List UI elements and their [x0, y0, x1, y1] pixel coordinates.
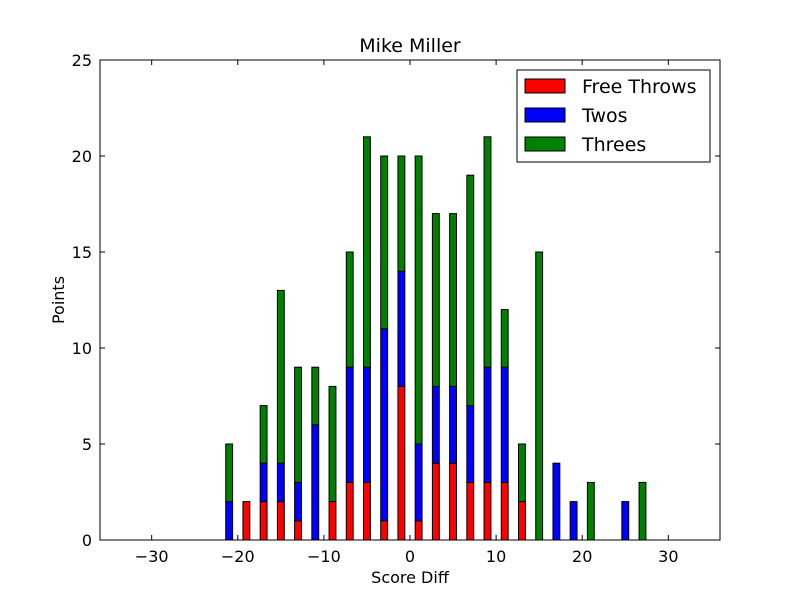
- bar-threes-21: [586, 481, 595, 541]
- x-tick-label: 10: [486, 547, 506, 566]
- bar-twos-16: [500, 366, 509, 483]
- bar-twos-20: [569, 501, 578, 541]
- axis-ticks: −30 −20 −10 0 10 20 30 0 5 10 15 20 25: [72, 51, 720, 566]
- bar-threes-17: [518, 443, 526, 503]
- bar-threes-9: [380, 155, 389, 330]
- bar-threes-18: [535, 251, 544, 541]
- bar-free-throws-4: [294, 520, 303, 541]
- y-tick-label: 0: [82, 531, 92, 550]
- bar-free-throws-11: [414, 520, 423, 541]
- bar-twos-9: [380, 328, 389, 522]
- legend-label-free-throws: Free Throws: [582, 76, 696, 98]
- legend-swatch-free-throws: [524, 78, 566, 94]
- bar-twos-12: [431, 385, 440, 464]
- bar-twos-7: [345, 366, 354, 483]
- bar-free-throws-1: [242, 501, 251, 541]
- y-axis-title: Points: [49, 276, 68, 324]
- bar-free-throws-13: [449, 462, 458, 541]
- bar-free-throws-2: [259, 501, 268, 541]
- legend-label-threes: Threes: [581, 134, 646, 156]
- bar-group: [225, 136, 647, 541]
- legend-swatch-threes: [524, 136, 566, 152]
- bar-twos-14: [466, 405, 475, 483]
- legend-swatch-twos: [524, 107, 566, 123]
- bar-threes-14: [466, 174, 475, 407]
- x-tick-label: −10: [307, 547, 341, 566]
- x-axis-title: Score Diff: [371, 568, 450, 587]
- bar-twos-19: [552, 462, 561, 541]
- y-tick-label: 5: [82, 435, 92, 454]
- bar-free-throws-17: [518, 501, 526, 541]
- bar-threes-2: [259, 405, 268, 464]
- bar-threes-6: [328, 385, 337, 503]
- y-tick-label: 10: [72, 339, 92, 358]
- bar-threes-7: [345, 251, 354, 368]
- bar-free-throws-8: [363, 481, 371, 541]
- legend: Free Throws Twos Threes: [516, 69, 711, 163]
- bar-twos-10: [397, 270, 406, 387]
- bar-twos-0: [225, 501, 234, 541]
- bar-threes-0: [225, 443, 234, 503]
- bar-free-throws-3: [276, 501, 285, 541]
- bar-twos-8: [363, 366, 371, 483]
- bar-free-throws-15: [483, 481, 492, 541]
- bar-threes-16: [500, 309, 509, 368]
- x-tick-label: 0: [405, 547, 415, 566]
- y-tick-label: 20: [72, 147, 92, 166]
- bar-threes-24: [638, 481, 647, 541]
- bar-twos-13: [449, 385, 458, 464]
- x-tick-label: 30: [658, 547, 678, 566]
- bar-twos-4: [294, 481, 303, 522]
- bar-threes-15: [483, 136, 492, 368]
- bar-twos-11: [414, 443, 423, 522]
- x-tick-label: −20: [221, 547, 255, 566]
- bar-threes-3: [276, 289, 285, 464]
- bar-threes-8: [363, 136, 371, 368]
- bar-threes-13: [449, 213, 458, 387]
- bar-threes-10: [397, 155, 406, 272]
- bar-free-throws-7: [345, 481, 354, 541]
- x-tick-label: −30: [135, 547, 169, 566]
- bar-twos-23: [621, 501, 630, 541]
- bar-free-throws-6: [328, 501, 337, 541]
- y-tick-label: 15: [72, 243, 92, 262]
- bar-free-throws-12: [431, 462, 440, 541]
- bar-free-throws-9: [380, 520, 389, 541]
- bar-threes-12: [431, 213, 440, 387]
- bar-free-throws-14: [466, 481, 475, 541]
- bar-twos-2: [259, 462, 268, 503]
- bar-twos-3: [276, 462, 285, 503]
- bar-threes-5: [311, 366, 320, 426]
- legend-label-twos: Twos: [581, 105, 628, 127]
- bar-threes-4: [294, 366, 303, 483]
- chart-title: Mike Miller: [359, 35, 461, 57]
- bar-free-throws-16: [500, 481, 509, 541]
- bar-free-throws-10: [397, 385, 406, 541]
- bar-twos-15: [483, 366, 492, 483]
- bar-threes-11: [414, 155, 423, 445]
- bar-twos-5: [311, 424, 320, 541]
- x-tick-label: 20: [572, 547, 592, 566]
- y-tick-label: 25: [72, 51, 92, 70]
